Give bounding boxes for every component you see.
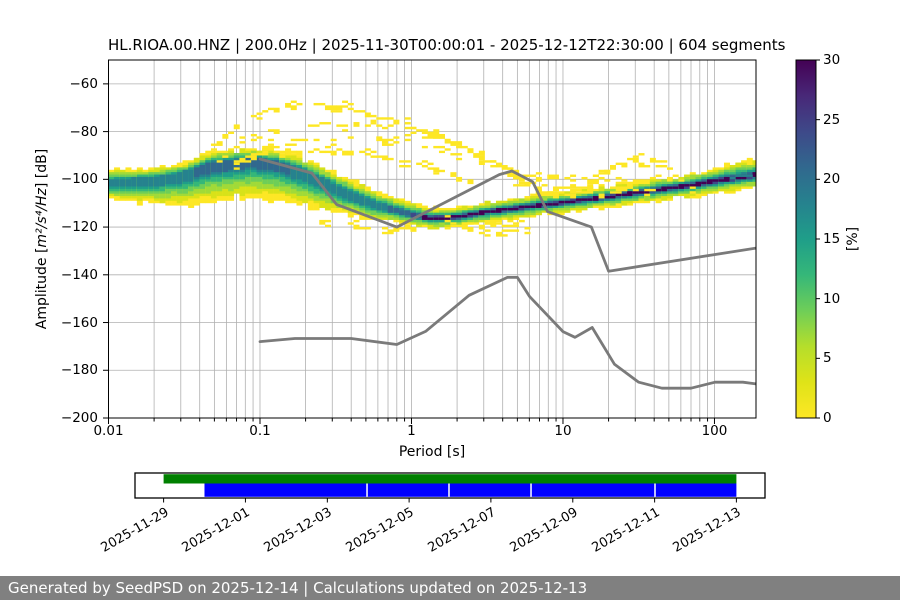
footer-text: Generated by SeedPSD on 2025-12-14 | Cal… [8,579,588,597]
x-tick-label: 10 [554,423,572,439]
plot-frame [108,59,757,419]
availability-bar [163,474,737,484]
y-axis-title-math: m²/s⁴/Hz [34,188,50,248]
y-tick-label: −160 [60,314,98,331]
noise-model-lines [258,157,756,390]
y-tick-label: −140 [60,266,98,283]
grid-lines [108,60,756,419]
plot-title: HL.RIOA.00.HNZ | 200.0Hz | 2025-11-30T00… [108,36,786,54]
colorbar-title: [%] [845,226,861,252]
colorbar-ticks [816,59,820,419]
colorbar-tick-label: 15 [823,231,841,247]
colorbar-tick-label: 0 [823,410,832,426]
footer-bar: Generated by SeedPSD on 2025-12-14 | Cal… [0,576,900,600]
colorbar-tick-label: 5 [823,350,832,367]
y-tick-label: −200 [60,410,98,426]
nhnm-line [258,157,756,273]
density-mesh [108,145,756,230]
y-tick-label: −180 [60,362,98,379]
coverage-bar [204,483,737,497]
coverage-gap [366,483,368,497]
x-tick-label: 1 [407,423,416,439]
y-tick-label: −120 [60,219,98,236]
coverage-gap [654,483,656,497]
x-axis-title: Period [s] [398,444,466,460]
x-tick-label: 100 [701,423,728,439]
y-axis-title: Amplitude [m²/s⁴/Hz] [dB] [34,149,50,329]
x-tick-label: 0.1 [249,423,271,439]
colorbar-gradient [796,60,816,418]
y-tick-label: −100 [60,171,98,188]
y-axis-title-suffix: ] [dB] [34,148,50,189]
colorbar-tick-label: 30 [823,52,841,68]
y-axis-title-prefix: Amplitude [ [34,247,50,330]
colorbar-tick-label: 10 [823,290,841,307]
colorbar-tick-label: 25 [823,111,841,128]
y-tick-label: −60 [69,75,99,92]
event-curve-cells [205,100,753,237]
coverage-gap [448,483,450,497]
coverage-gap [530,483,532,497]
y-tick-label: −80 [69,123,99,140]
colorbar-tick-label: 20 [823,171,841,188]
timeline-ticks [163,498,737,503]
axis-ticks [103,83,715,424]
nlnm-line [258,275,756,390]
x-tick-label: 0.01 [93,423,124,439]
